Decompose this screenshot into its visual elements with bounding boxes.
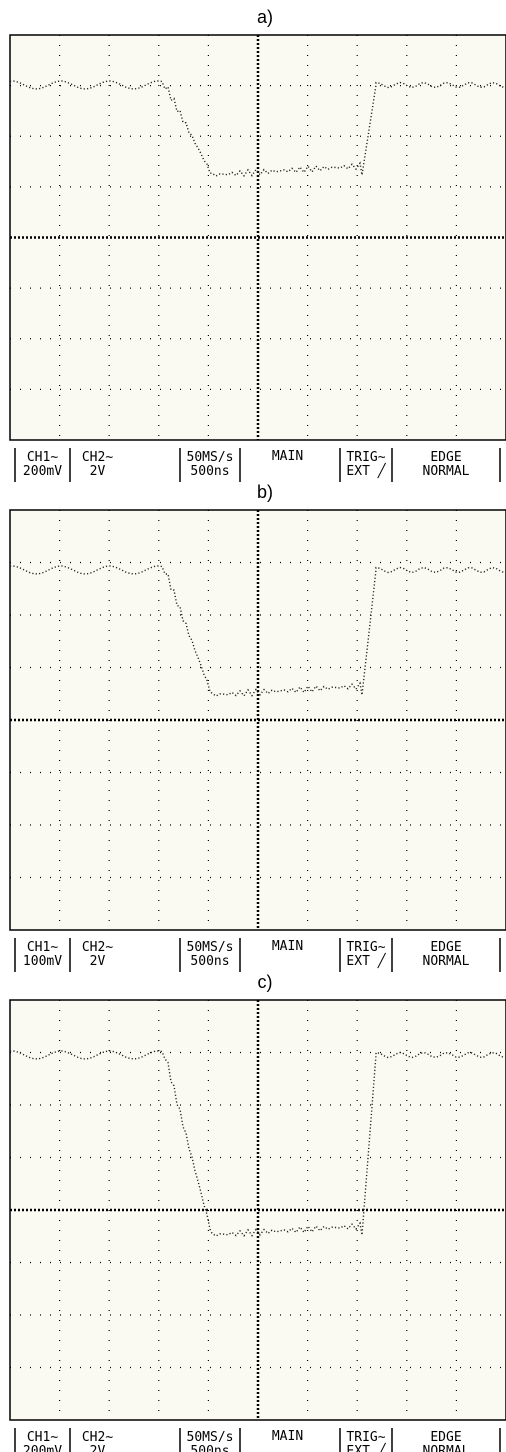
status-text: CH2∼ (82, 1430, 113, 1445)
status-text: CH1∼ (27, 450, 58, 465)
figure: a)CH1∼200mVCH2∼2V50MS/s500nsMAINTRIG∼EXT… (0, 0, 506, 1452)
status-text: 500ns (190, 464, 229, 479)
status-text: TRIG∼ (346, 1430, 385, 1445)
status-text: NORMAL (423, 954, 470, 969)
status-text: CH2∼ (82, 940, 113, 955)
page: {"panels": [ {"label": "a)", "status": [… (0, 0, 506, 1452)
status-text: 100mV (23, 954, 62, 969)
status-text: 50MS/s (187, 450, 234, 465)
status-text: EXT ╱ (346, 1442, 386, 1452)
status-text: EDGE (430, 450, 461, 465)
status-text: CH2∼ (82, 450, 113, 465)
status-text: MAIN (272, 939, 303, 954)
panel-label: a) (257, 7, 273, 27)
status-text: TRIG∼ (346, 940, 385, 955)
status-text: NORMAL (423, 1444, 470, 1452)
status-text: 200mV (23, 464, 62, 479)
status-text: 50MS/s (187, 1430, 234, 1445)
status-text: MAIN (272, 449, 303, 464)
status-text: EDGE (430, 1430, 461, 1445)
status-text: EXT ╱ (346, 952, 386, 969)
status-text: 2V (90, 464, 106, 479)
panel-label: b) (257, 482, 273, 502)
status-text: 500ns (190, 1444, 229, 1452)
status-text: EDGE (430, 940, 461, 955)
status-text: 2V (90, 954, 106, 969)
status-text: 50MS/s (187, 940, 234, 955)
status-text: NORMAL (423, 464, 470, 479)
status-text: TRIG∼ (346, 450, 385, 465)
status-text: 200mV (23, 1444, 62, 1452)
status-text: CH1∼ (27, 1430, 58, 1445)
status-text: MAIN (272, 1429, 303, 1444)
status-text: CH1∼ (27, 940, 58, 955)
status-text: EXT ╱ (346, 462, 386, 479)
status-text: 2V (90, 1444, 106, 1452)
status-text: 500ns (190, 954, 229, 969)
panel-label: c) (258, 972, 273, 992)
